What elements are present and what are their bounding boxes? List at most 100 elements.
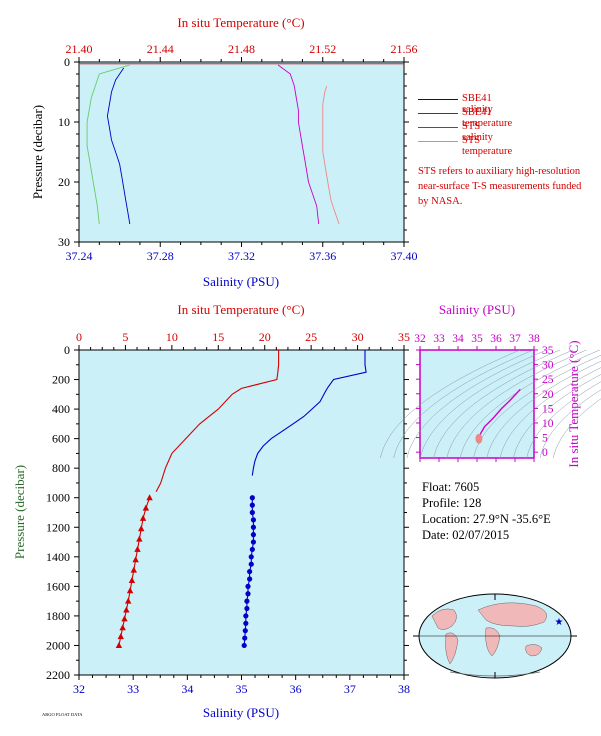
y-tick-label: 1000 <box>46 491 70 505</box>
data-point <box>121 615 128 622</box>
y-tick-label: 600 <box>52 432 70 446</box>
x2-tick-label: 21.52 <box>309 42 336 56</box>
data-point <box>130 566 137 573</box>
density-contour <box>406 349 547 459</box>
x2-tick-label: 10 <box>166 330 178 344</box>
ts-x-tick-label: 37 <box>509 333 521 345</box>
x2-tick-label: 25 <box>305 330 317 344</box>
y-tick-label: 2200 <box>46 668 70 682</box>
series-line <box>155 350 280 493</box>
data-point <box>248 554 254 560</box>
data-point <box>243 613 249 619</box>
top-x2-axis-title: In situ Temperature (°C) <box>177 15 304 30</box>
data-point <box>125 597 132 604</box>
series-line <box>118 497 151 646</box>
data-point <box>247 568 253 575</box>
density-contour <box>513 374 601 459</box>
series-line <box>86 64 130 225</box>
legend-label: STS temperature <box>462 135 513 157</box>
float-location: Location: 27.9°N -35.6°E <box>422 512 551 526</box>
map-land-africa <box>485 627 501 657</box>
x-tick-label: 32 <box>73 682 85 696</box>
ts-y-tick-label: 35 <box>542 345 554 357</box>
legend-label: SBE41 salinity <box>462 93 493 115</box>
series-line <box>106 67 131 225</box>
data-point <box>243 620 249 626</box>
ts-x-tick-label: 38 <box>528 333 540 345</box>
y-tick-label: 0 <box>64 343 70 357</box>
data-point <box>245 591 251 597</box>
y-tick-label: 800 <box>52 461 70 475</box>
y-tick-label: 1200 <box>46 520 70 534</box>
data-point <box>249 546 255 553</box>
x2-tick-label: 30 <box>352 330 364 344</box>
data-point <box>146 494 153 501</box>
ts-y-tick-label: 5 <box>542 433 548 445</box>
data-point <box>142 504 150 511</box>
ts-y-tick-label: 0 <box>542 447 548 459</box>
map-land-americas-north <box>431 608 457 630</box>
density-contour <box>446 349 587 459</box>
y-tick-label: 2000 <box>46 638 70 652</box>
ts-x-axis-title: Salinity (PSU) <box>439 302 515 317</box>
x2-tick-label: 5 <box>122 330 128 344</box>
legend-swatch <box>418 113 458 114</box>
ts-x-tick-label: 33 <box>433 333 445 345</box>
data-point <box>241 642 247 649</box>
bottom-y-axis-title: Pressure (decibar) <box>12 465 27 559</box>
x2-tick-label: 35 <box>398 330 410 344</box>
y-tick-label: 0 <box>64 55 70 69</box>
y-tick-label: 200 <box>52 373 70 387</box>
legend-swatch <box>418 99 458 100</box>
ts-y-tick-label: 10 <box>542 418 554 430</box>
data-point <box>249 495 255 501</box>
data-point <box>249 502 255 508</box>
data-point <box>136 535 143 542</box>
data-point <box>134 545 141 552</box>
bottom-plot-area <box>78 349 405 676</box>
x-tick-label: 37.32 <box>228 249 255 263</box>
x-tick-label: 37.24 <box>66 249 93 263</box>
world-map: ★ <box>413 593 577 679</box>
x2-tick-label: 21.56 <box>391 42 418 56</box>
data-point <box>245 583 251 589</box>
data-point <box>119 624 126 631</box>
density-contour <box>393 349 534 459</box>
density-contour <box>526 381 601 459</box>
x2-tick-label: 15 <box>212 330 224 344</box>
series-line <box>251 350 367 476</box>
ts-y-axis-title: In situ Temperature (°C) <box>566 340 581 467</box>
data-point <box>244 605 250 612</box>
y-tick-label: 1800 <box>46 609 70 623</box>
legend-swatch <box>418 141 458 142</box>
y-tick-label: 1400 <box>46 550 70 564</box>
series-line <box>277 64 320 225</box>
data-point <box>139 514 147 521</box>
ts-y-tick-label: 20 <box>542 389 554 401</box>
data-point <box>128 576 136 583</box>
map-land-eurasia <box>477 602 547 627</box>
ts-y-tick-label: 30 <box>542 360 554 372</box>
legend-label: STS salinity <box>462 121 493 143</box>
x-tick-label: 36 <box>290 682 302 696</box>
series-line <box>322 85 340 225</box>
profile-date: Date: 02/07/2015 <box>422 528 510 542</box>
ts-deep-cluster <box>475 433 483 444</box>
bottom-x2-axis-title: In situ Temperature (°C) <box>177 302 304 317</box>
x-tick-label: 37.36 <box>309 249 336 263</box>
top-plot: 37.24 37.28 37.32 37.36 37.40 21.40 21.44 21.48… <box>30 15 418 289</box>
map-land-australia <box>525 644 543 657</box>
ts-x-tick-label: 32 <box>414 333 426 345</box>
density-contour <box>553 398 601 459</box>
top-y-axis-title: Pressure (decibar) <box>30 105 45 199</box>
data-point <box>249 509 255 516</box>
y-tick-label: 400 <box>52 402 70 416</box>
density-contour <box>420 349 560 459</box>
x-tick-label: 37.28 <box>147 249 174 263</box>
footer-stamp: ARGO FLOAT DATA <box>42 712 83 717</box>
map-land-americas-south <box>445 632 459 665</box>
ts-x-tick-label: 36 <box>490 333 502 345</box>
legend-swatch <box>418 127 458 128</box>
density-contour <box>380 349 521 459</box>
data-point <box>244 598 250 604</box>
